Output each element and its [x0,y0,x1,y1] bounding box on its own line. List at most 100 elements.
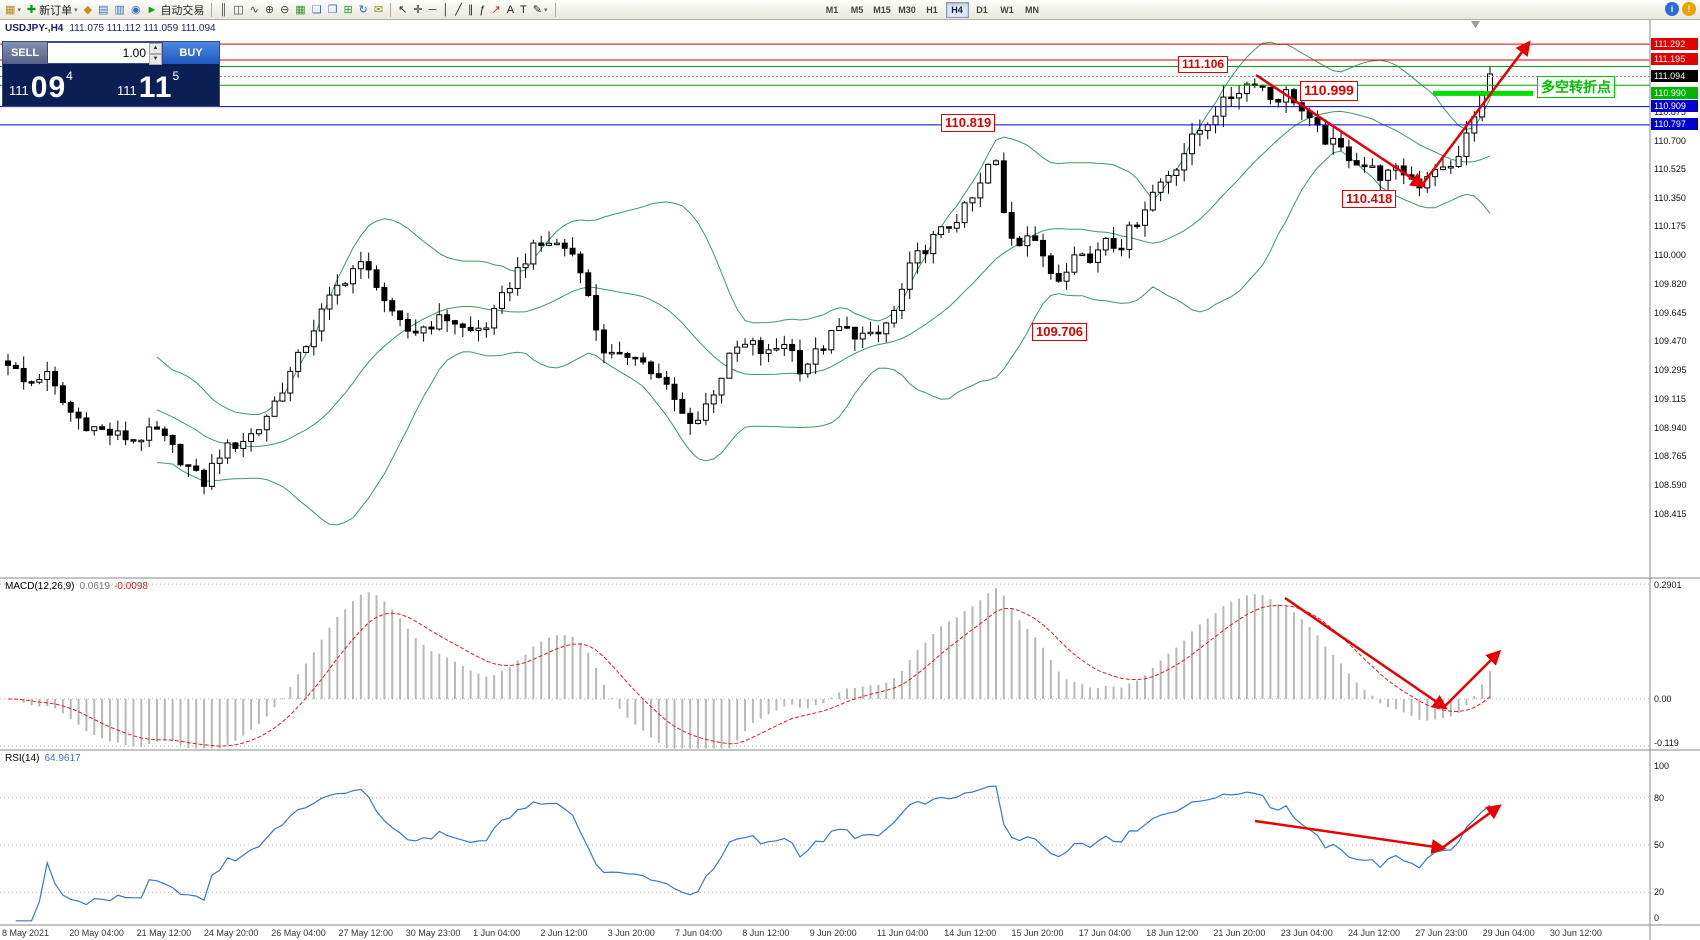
new-order-button[interactable]: ✚ 新订单 ▾ [25,1,80,19]
zoom-in-icon[interactable]: ⊕ [263,1,276,19]
sell-button[interactable]: SELL [3,42,47,64]
refresh-icon-icon: ↻ [358,3,368,16]
vline-tool-icon[interactable]: │ [440,1,451,19]
line-chart-icon[interactable]: ∿ [248,1,261,19]
new-order-icon: ✚ [26,3,37,16]
macd-indicator-label: MACD(12,26,9) 0.0619 -0.0098 [5,581,148,592]
channel-tool-icon-icon: ∥ [467,3,474,16]
label-tool-icon[interactable]: T [518,1,529,19]
data-window-icon-icon: ◉ [130,3,141,16]
toolbar-separator [390,2,392,17]
trendline-tool-icon[interactable]: ╱ [453,1,464,19]
pencil-tool-icon[interactable]: ✎ ▾ [531,1,550,19]
channel-tool-icon[interactable]: ∥ [466,1,476,19]
label-tool-icon-icon: T [520,3,527,16]
new-chart-button[interactable]: ▦ ▾ [3,1,23,19]
buy-price-sup: 5 [172,69,180,83]
dropdown-arrow-icon: ▾ [17,6,21,14]
chart-title: USDJPY-,H4 111.075 111.112 111.059 111.09… [5,23,216,34]
fibonacci-tool-icon[interactable]: ƒ [477,1,487,19]
volume-box: ▲ ▼ [47,42,163,65]
trendline-tool-icon-icon: ╱ [455,3,462,16]
timeframe-mn[interactable]: MN [1025,4,1039,15]
window-list-icon-icon: ▥ [114,3,125,16]
zoom-out-icon[interactable]: ⊖ [278,1,291,19]
crosshair-icon-icon: ✛ [413,3,423,16]
timeframe-d1[interactable]: D1 [976,4,988,15]
window-list-icon[interactable]: ▥ [113,1,127,19]
auto-arrange-icon[interactable]: ▦ [293,1,307,19]
buy-button[interactable]: BUY [163,42,219,64]
dropdown-arrow-icon: ▾ [74,6,78,14]
sell-price-display[interactable]: 111 09 4 [3,64,111,106]
timeframe-m5[interactable]: M5 [850,4,864,15]
tile-windows-icon[interactable]: ❏ [310,1,324,19]
autotrade-icon: ► [146,3,158,16]
rsi-indicator-label: RSI(14) 64.9617 [5,753,81,764]
toolbar-items: ▦ ▾ ✚ 新订单 ▾ ◆ ▤ ▥ ◉ ► 自动交易 ║ ◫ ∿ ⊕ ⊖ ▦ ❏ ❐ ⊞ ↻ ✉ ↖ ✛ ─ │ ╱ ∥ ƒ ↗ A T ✎ ▾ M… [2,1,1045,19]
rsi-value: 64.9617 [44,753,81,764]
add-indicator-icon-icon: ⊞ [343,3,353,16]
expert-advisor-icon[interactable]: ◆ [82,1,94,19]
new-chart-icon: ▦ [5,3,16,16]
volume-spinner-up-icon[interactable]: ▲ [149,43,162,54]
bar-chart-icon[interactable]: ║ [217,1,229,19]
data-window-icon[interactable]: ◉ [129,1,143,19]
hline-tool-icon[interactable]: ─ [427,1,439,19]
vline-tool-icon-icon: │ [442,3,450,16]
timeframe-m30[interactable]: M30 [898,4,916,15]
quote-panel: 111 09 4 111 11 5 [3,64,219,106]
new-order-button-label: 新订单 [39,4,73,17]
bar-chart-icon-icon: ║ [219,3,228,16]
timeframe-m15[interactable]: M15 [873,4,891,15]
macd-name: MACD(12,26,9) [5,581,75,592]
volume-input[interactable] [48,43,149,63]
timeframe-m1[interactable]: M1 [825,4,839,15]
macd-signal-value: -0.0098 [114,581,148,592]
chart-window-icon[interactable]: ▤ [96,1,110,19]
text-tool-icon[interactable]: A [505,1,516,19]
alerts-icon[interactable]: ! [1682,2,1696,16]
turning-point-label[interactable]: 多空转折点 [1537,76,1615,98]
arrows-tool-icon-icon: ↗ [491,3,501,16]
crosshair-icon[interactable]: ✛ [411,1,424,19]
chart-symbol-timeframe: USDJPY-,H4 [5,23,64,34]
line-chart-icon-icon: ∿ [249,3,259,16]
volume-spinner: ▲ ▼ [149,43,162,65]
refresh-icon[interactable]: ↻ [357,1,370,19]
rsi-name: RSI(14) [5,753,40,764]
sell-price-big: 09 [30,71,67,104]
toolbar-right-icons: i! [1665,2,1696,16]
trade-controls-row: SELL ▲ ▼ BUY [3,42,219,65]
chart-ohlc-values: 111.075 111.112 111.059 111.094 [69,23,216,34]
timeframe-h4[interactable]: H4 [945,1,969,18]
auto-arrange-icon-icon: ▦ [295,3,306,16]
mail-icon[interactable]: ✉ [372,1,385,19]
timeframe-group: M1 M5 M15 M30 H1 H4 D1 W1 MN [820,1,1045,18]
add-indicator-icon[interactable]: ⊞ [341,1,354,19]
macd-main-value: 0.0619 [79,581,111,592]
timeframe-h1[interactable]: H1 [926,4,938,15]
cascade-windows-icon[interactable]: ❐ [326,1,340,19]
community-icon[interactable]: i [1665,2,1679,16]
mail-icon-icon: ✉ [373,3,384,16]
cursor-icon-icon: ↖ [398,3,408,16]
buy-price-display[interactable]: 111 11 5 [111,64,219,106]
buy-price-big: 11 [138,71,173,104]
autotrade-button[interactable]: ► 自动交易 [145,1,207,19]
sell-price-sup: 4 [66,69,73,83]
tile-windows-icon-icon: ❏ [311,3,322,16]
zoom-out-icon-icon: ⊖ [280,3,290,16]
chart-window-icon-icon: ▤ [98,3,109,16]
cursor-icon[interactable]: ↖ [396,1,409,19]
volume-spinner-down-icon[interactable]: ▼ [149,54,162,65]
candlestick-chart-icon[interactable]: ◫ [231,1,245,19]
autotrade-button-label: 自动交易 [160,4,205,17]
candlestick-chart-icon-icon: ◫ [233,3,244,16]
toolbar-separator [554,2,556,17]
timeframe-w1[interactable]: W1 [1000,4,1014,15]
arrows-tool-icon[interactable]: ↗ [489,1,502,19]
fibonacci-tool-icon-icon: ƒ [479,3,486,16]
buy-price-prefix: 111 [117,83,137,98]
